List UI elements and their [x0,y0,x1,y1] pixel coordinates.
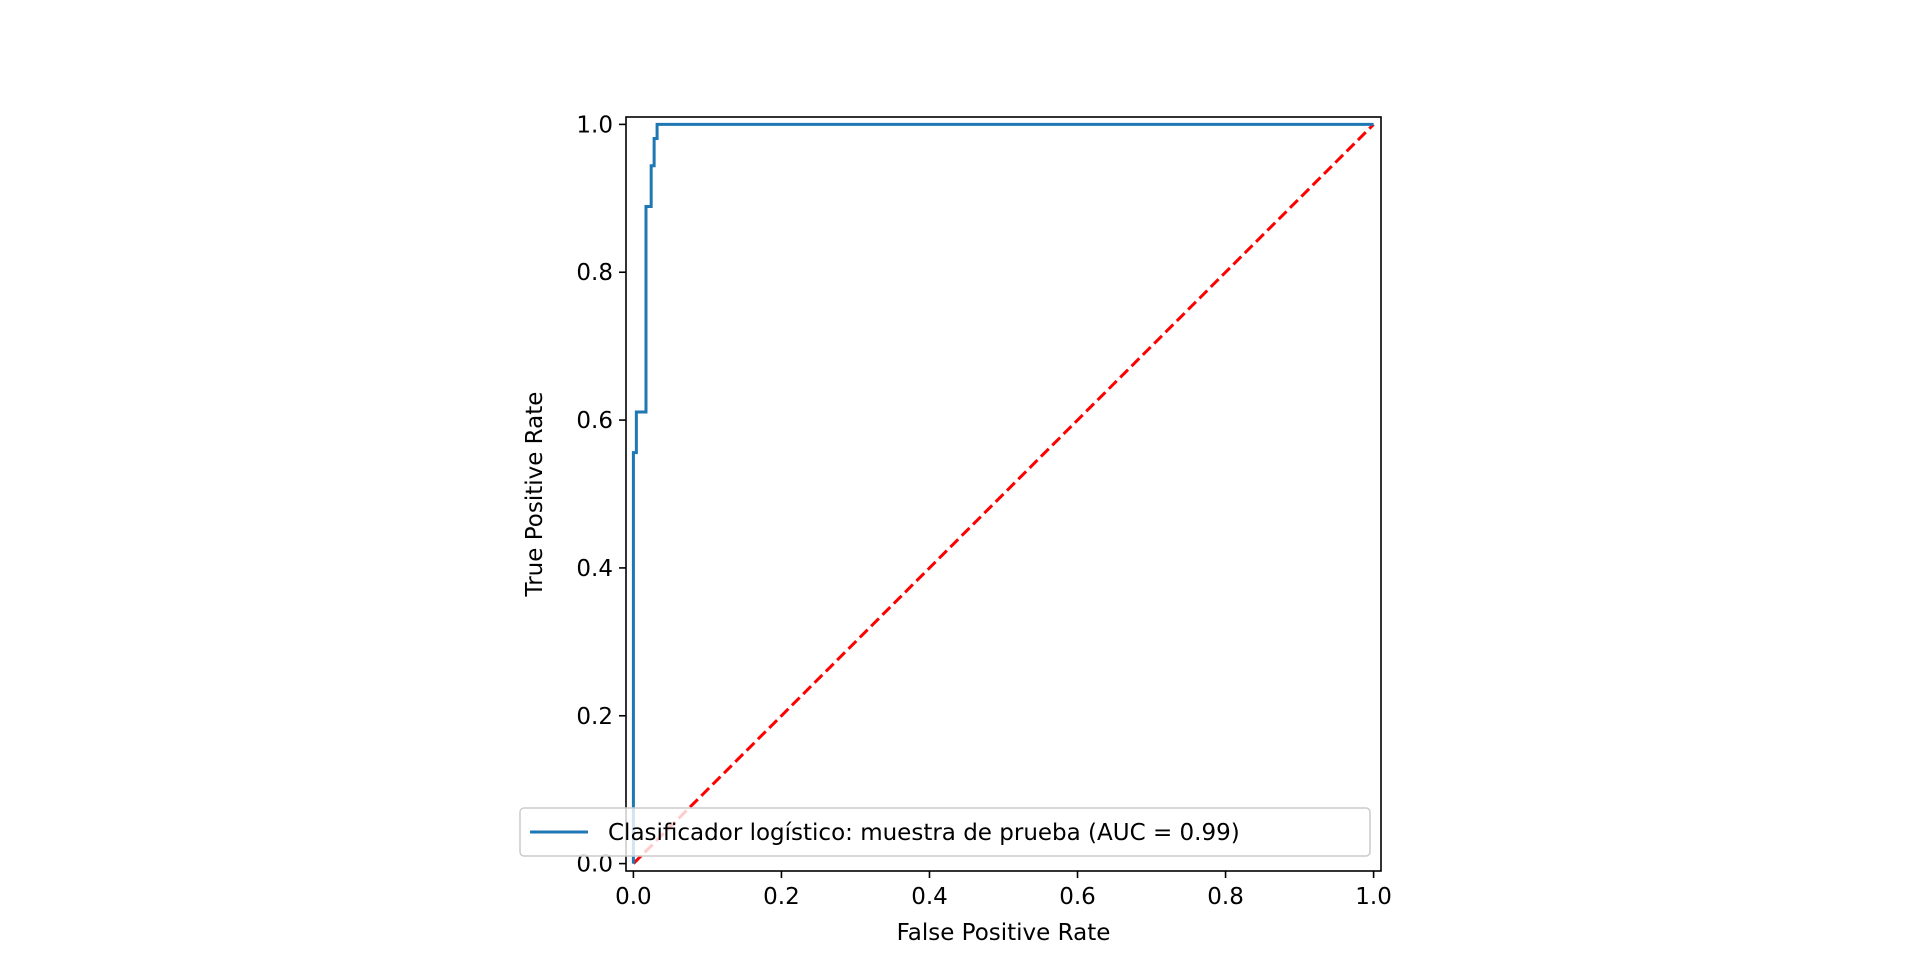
chance-diagonal-line [632,123,1375,865]
x-axis-label: False Positive Rate [897,920,1111,946]
y-axis: 0.00.20.40.60.81.0 [576,112,626,878]
y-axis-label: True Positive Rate [522,392,548,598]
x-tick-label: 0.6 [1059,884,1096,910]
x-tick-label: 0.8 [1207,884,1244,910]
x-tick-label: 0.0 [615,884,652,910]
x-tick-label: 0.2 [763,884,800,910]
y-tick-label: 0.4 [576,556,613,582]
y-tick-label: 0.8 [576,260,613,286]
x-tick-label: 0.4 [911,884,948,910]
x-axis: 0.0 0.2 0.4 0.6 0.8 1.0 [615,871,1392,910]
y-tick-label: 0.6 [576,408,613,434]
legend: Clasificador logístico: muestra de prueb… [519,807,1371,857]
axes-frame [625,116,1382,872]
legend-box [519,807,1371,857]
x-tick-label: 1.0 [1355,884,1392,910]
roc-curve-line [631,122,1374,864]
legend-label: Clasificador logístico: muestra de prueb… [608,820,1240,846]
y-tick-label: 1.0 [576,112,613,138]
y-tick-label: 0.2 [576,704,613,730]
plot-area [631,122,1375,865]
